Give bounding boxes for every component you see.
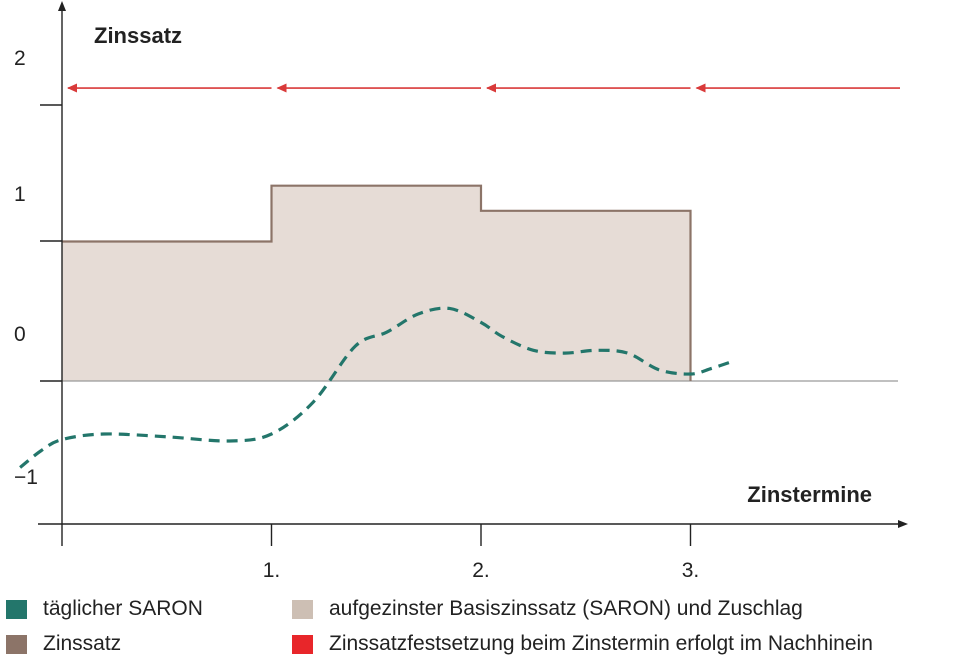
legend-item-zinssatz: Zinssatz [6,632,121,656]
fixing-arrow-head [276,83,287,93]
x-tick-label: 3. [682,559,700,582]
fixing-arrow-head [67,83,77,93]
legend-label-festsetzung: Zinssatzfestsetzung beim Zinstermin erfo… [329,632,873,655]
fixing-arrow-head [695,83,706,93]
zinssatz-step-line [62,184,692,381]
step-layer [62,184,692,381]
y-tick-label: −1 [14,466,38,489]
chart-title: Zinssatz [94,23,182,48]
legend-swatch-saron [6,599,27,619]
y-tick-label: 1 [14,183,26,206]
x-axis-arrowhead [898,520,908,528]
y-tick-label: 0 [14,323,26,346]
y-axis-arrowhead [58,1,66,11]
label-layer: 2 1 0 −1 1. 2. 3. Zinssatz Zinstermine [14,23,872,582]
arrow-layer [67,83,900,93]
x-tick-label: 2. [472,559,490,582]
x-tick-label: 1. [263,559,281,582]
legend-item-saron: täglicher SARON [6,597,203,621]
legend-label-basiszinssatz: aufgezinster Basiszinssatz (SARON) und Z… [329,597,803,620]
fixing-arrow-head [486,83,496,93]
zuschlag-area [62,185,691,381]
legend-item-basiszinssatz: aufgezinster Basiszinssatz (SARON) und Z… [292,597,803,621]
x-axis-label: Zinstermine [747,482,872,507]
legend-label-zinssatz: Zinssatz [43,632,122,655]
saron-dashed-line [19,306,733,469]
saron-layer [19,306,733,469]
y-tick-label: 2 [14,47,26,70]
chart: 2 1 0 −1 1. 2. 3. Zinssatz Zinstermine [14,1,908,582]
legend-swatch-basiszinssatz [292,599,313,619]
area-layer [62,185,691,381]
legend-item-festsetzung: Zinssatzfestsetzung beim Zinstermin erfo… [292,632,873,656]
axes-layer [38,1,908,546]
legend-swatch-zinssatz [6,634,27,654]
legend-label-saron: täglicher SARON [43,597,203,620]
legend-swatch-festsetzung [292,634,313,654]
